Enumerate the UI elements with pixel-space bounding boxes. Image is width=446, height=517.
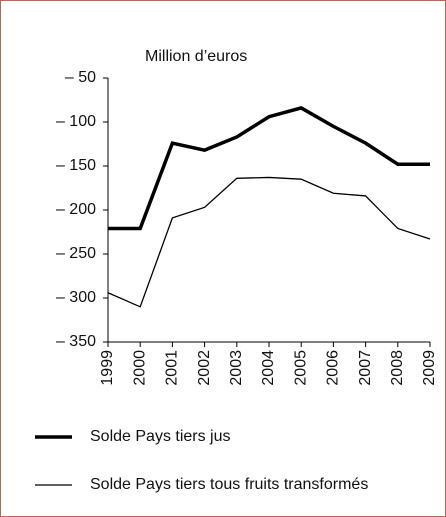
line-series xyxy=(108,106,430,231)
y-tick-label: – 50 xyxy=(65,69,96,86)
y-tick-label: – 300 xyxy=(56,289,96,306)
x-tick-label: 2007 xyxy=(357,350,374,386)
x-tick-label: 2002 xyxy=(196,350,213,386)
x-tick-label: 2005 xyxy=(292,350,309,386)
line-series xyxy=(107,176,431,308)
x-tick-label: 2008 xyxy=(389,350,406,386)
y-tick-label: – 100 xyxy=(56,113,96,130)
x-tick-label: 2004 xyxy=(260,350,277,386)
legend-label: Solde Pays tiers tous fruits transformés xyxy=(90,476,368,493)
y-tick-label: – 250 xyxy=(56,245,96,262)
legend-label: Solde Pays tiers jus xyxy=(90,428,231,445)
x-tick-label: 1999 xyxy=(99,350,116,386)
y-tick-label: – 350 xyxy=(56,333,96,350)
y-tick-label: – 150 xyxy=(56,157,96,174)
x-tick-label: 2000 xyxy=(131,350,148,386)
axis-title: Million d’euros xyxy=(145,48,247,65)
x-tick-label: 2003 xyxy=(228,350,245,386)
x-tick-label: 2006 xyxy=(325,350,342,386)
y-tick-label: – 200 xyxy=(56,201,96,218)
x-tick-label: 2009 xyxy=(421,350,438,386)
x-tick-label: 2001 xyxy=(164,350,181,386)
